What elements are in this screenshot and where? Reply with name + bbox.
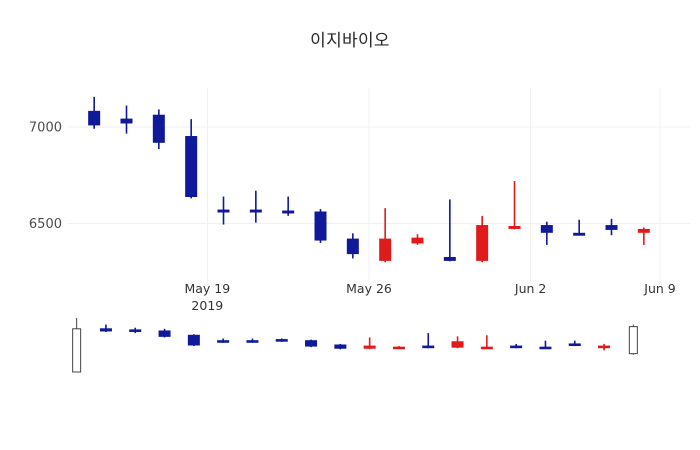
x-tick-label: Jun 9 — [643, 281, 676, 296]
candle-body — [508, 226, 521, 229]
price-candle — [411, 234, 424, 245]
candle-body — [282, 210, 295, 214]
price-candle — [637, 227, 650, 245]
volume-candle — [628, 324, 638, 355]
price-candle — [249, 190, 262, 223]
y-tick-label: 6500 — [29, 217, 62, 232]
candle-body — [573, 232, 586, 236]
volume-candle — [392, 346, 405, 350]
volume-candle — [598, 343, 611, 351]
price-candle — [152, 109, 165, 150]
candle-body — [598, 345, 611, 349]
volume-candle — [246, 338, 259, 343]
price-candle — [314, 209, 327, 243]
candle-body — [314, 211, 327, 241]
candle-body — [392, 346, 405, 350]
price-candle — [346, 233, 359, 259]
volume-candle — [129, 327, 142, 334]
price-candle — [605, 218, 618, 236]
candle-body — [185, 136, 198, 198]
candle-body — [120, 118, 133, 124]
candle-body — [605, 225, 618, 230]
candle-body — [539, 346, 552, 350]
candle-body — [275, 339, 288, 342]
price-candle — [88, 96, 101, 129]
price-candle — [573, 219, 586, 236]
x-tick-label: May 26 — [346, 281, 392, 296]
volume-candle — [568, 340, 581, 347]
x-tick-label: Jun 2 — [514, 281, 546, 296]
x-tick-label: 2019 — [191, 298, 223, 313]
candle-body — [510, 345, 523, 349]
volume-candles-group — [72, 318, 638, 373]
x-tick-label: May 19 — [184, 281, 230, 296]
price-candle — [476, 215, 489, 263]
candle-body — [346, 238, 359, 255]
candle-body — [187, 334, 200, 346]
candle-body — [72, 328, 82, 373]
candle-body — [480, 346, 493, 350]
price-candle — [540, 221, 553, 245]
x-axis-tick-labels: May 19 2019 May 26 Jun 2 Jun 9 — [184, 281, 675, 313]
volume-candle — [99, 324, 112, 333]
price-candle — [120, 105, 133, 134]
candle-body — [158, 330, 171, 337]
volume-candle — [539, 340, 552, 350]
candle-body — [129, 329, 142, 332]
candle-body — [88, 110, 101, 126]
candle-body — [476, 225, 489, 261]
volume-candle — [422, 333, 435, 349]
price-candle — [185, 119, 198, 199]
price-candle — [508, 181, 521, 230]
volume-candle — [158, 328, 171, 338]
price-candle — [282, 196, 295, 216]
chart-title: 이지바이오 — [310, 31, 390, 51]
volume-candle — [305, 339, 318, 348]
candle-body — [411, 237, 424, 244]
candle-body — [379, 238, 392, 261]
volume-candle — [217, 338, 230, 343]
candle-body — [217, 209, 230, 213]
volume-candle — [451, 336, 464, 349]
volume-candle — [187, 334, 200, 347]
volume-candle — [275, 338, 288, 342]
volume-candle — [72, 318, 82, 373]
price-candles-group — [88, 96, 650, 263]
candle-body — [249, 209, 262, 213]
gridlines-group — [68, 88, 690, 282]
candle-body — [363, 345, 376, 349]
y-axis-tick-labels: 6500 7000 — [29, 120, 62, 232]
candle-body — [334, 344, 347, 349]
candle-body — [305, 340, 318, 347]
candle-body — [443, 256, 456, 261]
candle-body — [422, 345, 435, 349]
price-candle — [379, 208, 392, 263]
y-tick-label: 7000 — [29, 120, 62, 135]
candle-body — [628, 326, 638, 355]
candle-body — [152, 114, 165, 143]
candle-body — [246, 340, 259, 343]
price-candle — [217, 196, 230, 225]
candle-body — [451, 341, 464, 348]
price-candle — [443, 199, 456, 262]
volume-candle — [334, 343, 347, 350]
candle-body — [540, 225, 553, 233]
volume-candle — [363, 337, 376, 350]
volume-candle — [510, 343, 523, 349]
volume-candle — [480, 335, 493, 350]
candle-body — [568, 343, 581, 347]
candle-body — [217, 340, 230, 343]
candle-body — [99, 328, 112, 332]
candle-body — [637, 228, 650, 233]
